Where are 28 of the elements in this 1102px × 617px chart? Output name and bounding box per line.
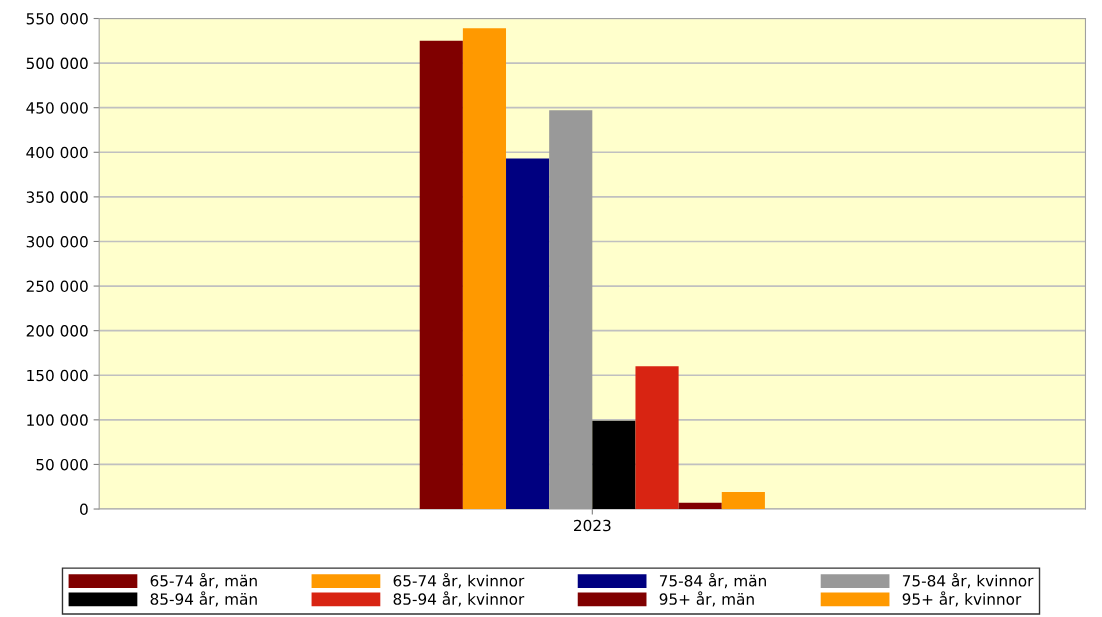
bar (419, 40, 463, 510)
legend-label: 85-94 år, män (150, 591, 257, 607)
y-tick-label: 150 000 (27, 369, 88, 382)
bar (678, 502, 722, 510)
legend-label: 75-84 år, kvinnor (902, 572, 1034, 589)
bar (506, 158, 550, 510)
y-tick-label: 100 000 (27, 414, 88, 426)
bar (635, 366, 679, 510)
x-tick-label: 2023 (574, 519, 611, 532)
y-tick-label: 50 000 (36, 458, 88, 471)
y-tick-label: 500 000 (26, 57, 88, 70)
y-tick-label: 400 000 (26, 146, 88, 159)
y-tick-label: 200 000 (26, 325, 88, 337)
bar (592, 420, 636, 510)
y-tick-label: 550 000 (26, 12, 88, 25)
bar (462, 28, 507, 510)
y-tick-label: 300 000 (26, 235, 88, 248)
y-tick-label: 250 000 (26, 280, 88, 293)
legend-label: 95+ år, män (659, 591, 754, 607)
bar (721, 492, 765, 510)
legend-label: 95+ år, kvinnor (902, 591, 1022, 607)
y-tick-label: 0 (80, 503, 88, 516)
legend-label: 85-94 år, kvinnor (393, 591, 525, 607)
legend-label: 75-84 år, män (659, 572, 766, 589)
y-tick-label: 450 000 (26, 102, 88, 114)
legend-label: 65-74 år, kvinnor (393, 572, 525, 589)
y-tick-label: 350 000 (26, 191, 88, 203)
legend-label: 65-74 år, män (150, 572, 257, 589)
